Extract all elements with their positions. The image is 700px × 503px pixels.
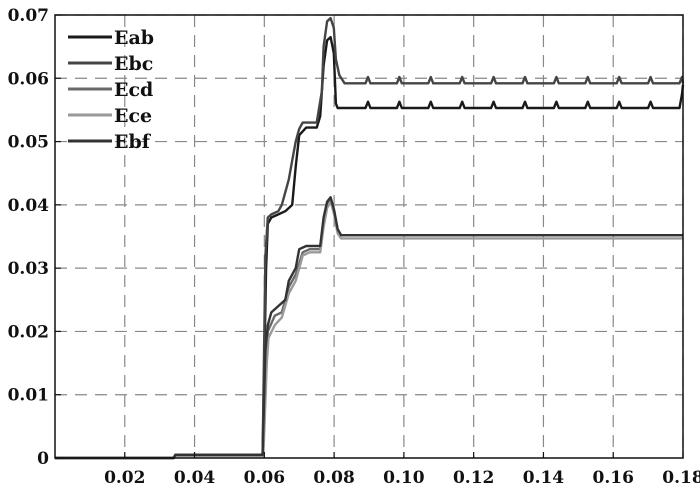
x-tick-label: 0.04 (174, 468, 216, 488)
legend: Eab Ebc Ecd Ece Ebf (68, 27, 154, 153)
legend-label-ece: Ece (114, 105, 152, 127)
x-axis: 0.02 0.04 0.06 0.08 0.10 0.12 0.14 0.16 0.18 (104, 452, 700, 488)
x-tick-label: 0.02 (104, 468, 145, 488)
series-line-ebc (55, 17, 685, 460)
y-tick-label: 0.03 (8, 259, 49, 279)
legend-label-ebc: Ebc (114, 53, 153, 75)
series-line-ebf (55, 196, 683, 460)
x-tick-label: 0.18 (662, 468, 700, 488)
y-tick-label: 0.02 (8, 322, 49, 342)
y-tick-label: 0.01 (8, 386, 49, 406)
legend-label-eab: Eab (114, 27, 154, 49)
x-tick-label: 0.10 (383, 468, 425, 488)
y-tick-label: 0.07 (8, 6, 49, 26)
y-tick-label: 0.05 (8, 133, 49, 153)
plot-frame (54, 14, 684, 459)
y-axis: 0 0.01 0.02 0.03 0.04 0.05 0.06 0.07 (8, 6, 61, 469)
x-tick-label: 0.08 (313, 468, 354, 488)
x-tick-label: 0.06 (244, 468, 285, 488)
series-line-ece (55, 200, 683, 460)
y-tick-label: 0.04 (8, 196, 50, 216)
y-tick-label: 0 (37, 449, 49, 469)
x-tick-label: 0.12 (453, 468, 494, 488)
y-tick-label: 0.06 (8, 69, 49, 89)
x-tick-label: 0.16 (593, 468, 634, 488)
legend-label-ebf: Ebf (114, 131, 152, 153)
series-line-eab (55, 36, 685, 460)
x-tick-label: 0.14 (523, 468, 565, 488)
series-lines (55, 17, 685, 460)
legend-label-ecd: Ecd (114, 79, 153, 101)
